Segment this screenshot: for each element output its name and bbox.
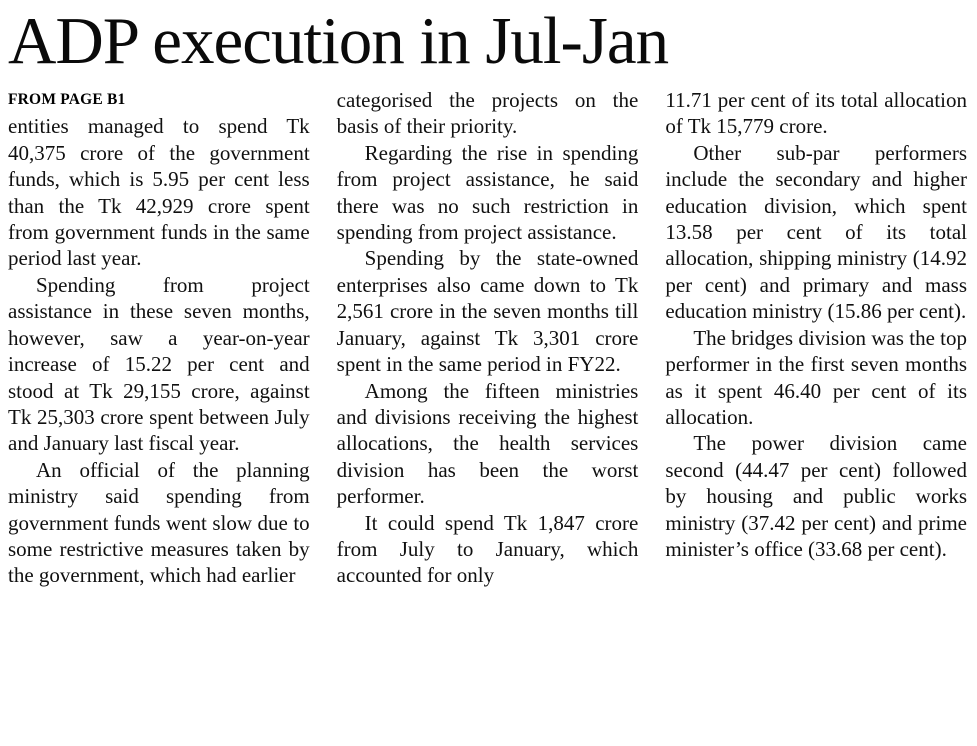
paragraph: Spending by the state-owned enterprises … [336,246,639,377]
paragraph: An official of the planning ministry sai… [8,457,310,588]
paragraph: 11.71 per cent of its total allocation o… [665,88,968,139]
paragraph: Other sub-par performers include the sec… [665,140,968,324]
article-column-3: 11.71 per cent of its total allocation o… [665,87,967,562]
paragraph: It could spend Tk 1,847 crore from July … [336,510,639,588]
paragraph: categorised the projects on the basis of… [336,88,639,139]
paragraph: The bridges division was the top perform… [665,325,968,429]
paragraph: entities managed to spend Tk 40,375 cror… [8,114,310,271]
paragraph: The power division came second (44.47 pe… [665,431,968,561]
paragraph: Among the fifteen ministries and divisio… [336,378,639,509]
article-body: FROM PAGE B1 entities managed to spend T… [8,87,967,589]
paragraph: Regarding the rise in spending from proj… [336,140,639,245]
continuation-note: FROM PAGE B1 [8,91,126,109]
article-headline: ADP execution in Jul-Jan [8,4,669,78]
paragraph: Spending from project assistance in thes… [8,272,310,456]
article-column-2: categorised the projects on the basis of… [337,87,639,589]
article-column-1: FROM PAGE B1 entities managed to spend T… [8,87,310,589]
